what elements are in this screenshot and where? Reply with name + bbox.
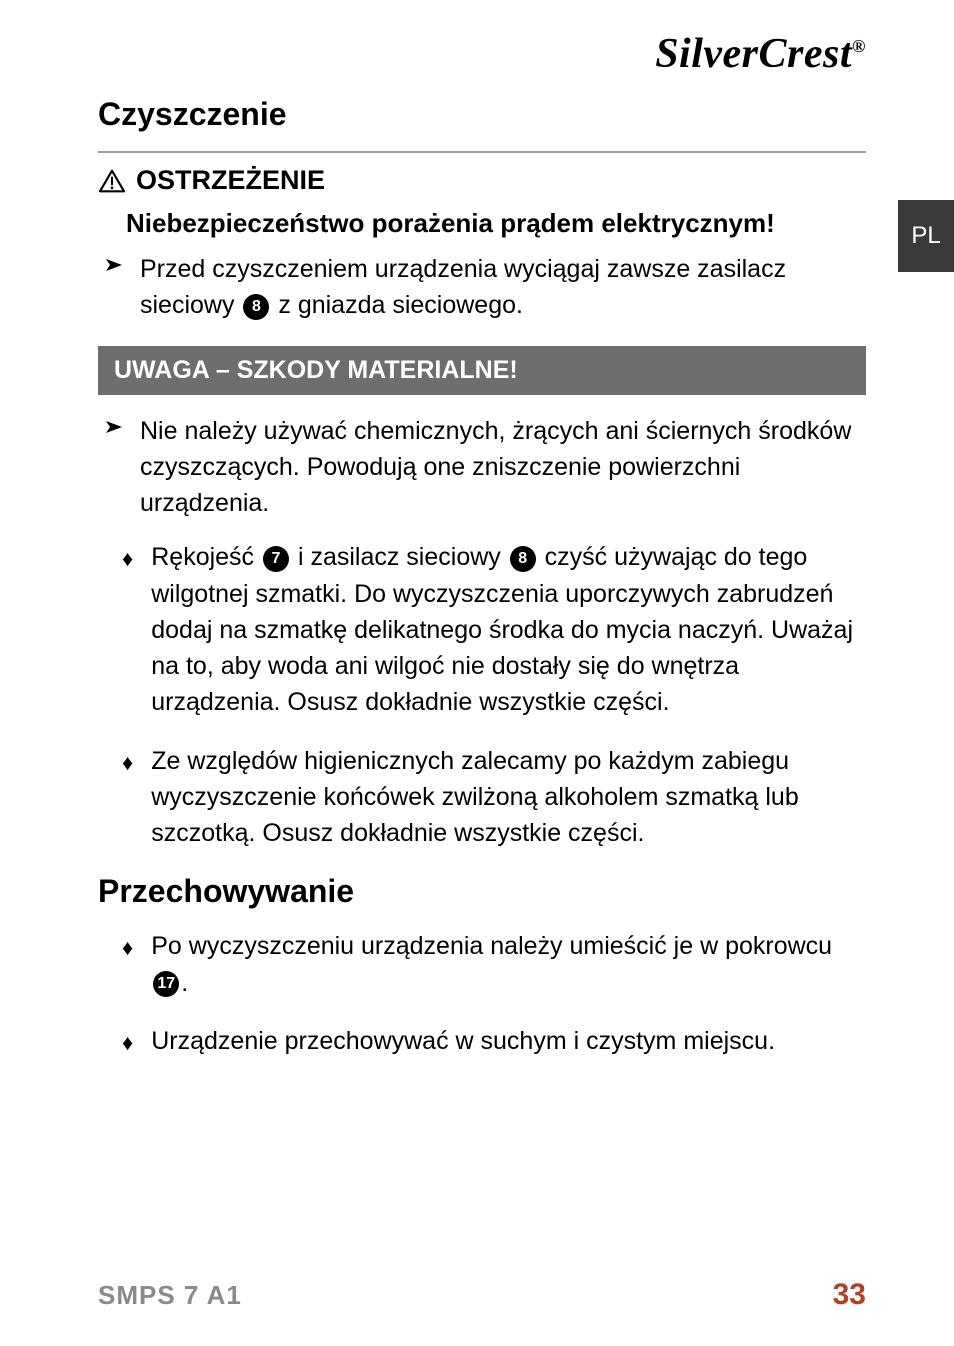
language-tab-label: PL [911,222,940,250]
warning-bullet-1-text: Przed czyszczeniem urządzenia wyciągaj z… [140,251,866,324]
storage-step-2-text: Urządzenie przechowywać w suchym i czyst… [151,1023,775,1059]
ref-7-icon: 7 [263,546,289,572]
diamond-bullet-icon: ♦ [122,932,133,964]
warning-header: OSTRZEŻENIE [98,165,866,196]
cleaning-step-2: ♦ Ze względów higienicznych zalecamy po … [122,743,866,852]
cleaning-step-2-text: Ze względów higienicznych zalecamy po ka… [151,743,866,852]
page: SilverCrest® PL Czyszczenie OSTRZEŻENIE … [0,0,954,1346]
warning-bullet-1: Przed czyszczeniem urządzenia wyciągaj z… [106,251,866,324]
ref-8-icon: 8 [243,294,269,320]
storage-step-1-text: Po wyczyszczeniu urządzenia należy umieś… [151,928,866,1001]
brand-logo: SilverCrest® [98,30,866,78]
attention-bullet-1-text: Nie należy używać chemicznych, żrących a… [140,413,866,522]
attention-bar: UWAGA – SZKODY MATERIALNE! [98,346,866,395]
diamond-bullet-icon: ♦ [122,747,133,779]
language-tab: PL [898,200,954,272]
storage-step-2: ♦ Urządzenie przechowywać w suchym i czy… [122,1023,866,1059]
arrow-right-icon [106,419,126,435]
section-czyszczenie-title: Czyszczenie [98,96,866,133]
footer-model: SMPS 7 A1 [98,1280,242,1311]
storage-step-1: ♦ Po wyczyszczeniu urządzenia należy umi… [122,928,866,1001]
cleaning-step-1: ♦ Rękojeść 7 i zasilacz sieciowy 8 czyść… [122,539,866,720]
cleaning-step-1-text: Rękojeść 7 i zasilacz sieciowy 8 czyść u… [151,539,866,720]
brand-part2: Crest [759,31,853,77]
warning-box: OSTRZEŻENIE Niebezpieczeństwo porażenia … [98,151,866,324]
footer-page-number: 33 [833,1278,866,1312]
attention-bullet-1: Nie należy używać chemicznych, żrących a… [106,413,866,522]
diamond-bullet-icon: ♦ [122,1027,133,1059]
section-przechowywanie-title: Przechowywanie [98,873,866,910]
attention-bar-label: UWAGA – SZKODY MATERIALNE! [114,356,518,384]
arrow-right-icon [106,257,126,273]
warning-triangle-icon [98,169,126,193]
brand-part1: Silver [655,31,758,77]
footer: SMPS 7 A1 33 [98,1278,866,1312]
warning-label: OSTRZEŻENIE [136,165,325,196]
ref-8-icon: 8 [510,546,536,572]
diamond-bullet-icon: ♦ [122,543,133,575]
ref-17-icon: 17 [153,971,179,997]
brand-reg: ® [852,36,866,56]
warning-subheading: Niebezpieczeństwo porażenia prądem elekt… [126,208,866,239]
